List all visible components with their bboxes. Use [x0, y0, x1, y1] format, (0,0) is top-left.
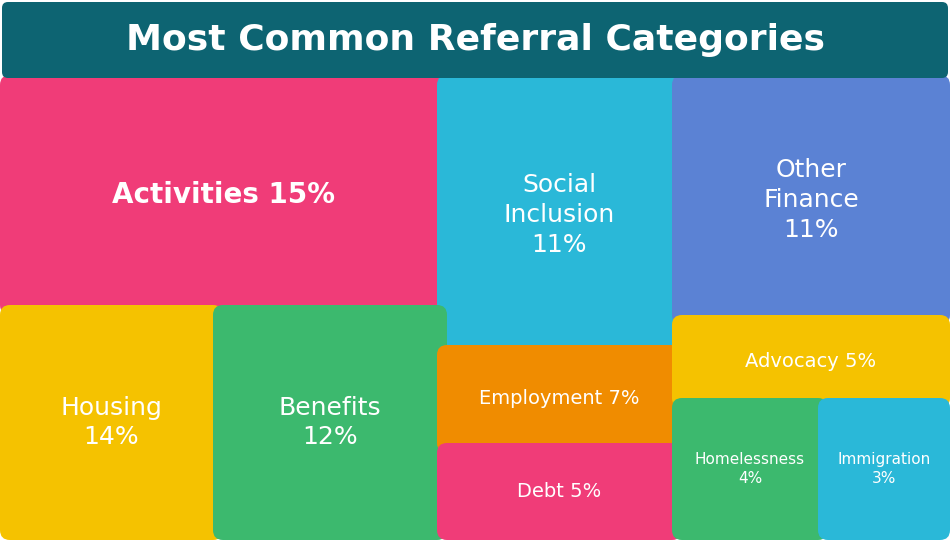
- FancyBboxPatch shape: [672, 75, 950, 325]
- FancyBboxPatch shape: [0, 75, 447, 315]
- FancyBboxPatch shape: [437, 345, 682, 453]
- Text: Housing
14%: Housing 14%: [61, 396, 162, 449]
- FancyBboxPatch shape: [672, 398, 828, 540]
- Text: Benefits
12%: Benefits 12%: [278, 396, 381, 449]
- Text: Other
Finance
11%: Other Finance 11%: [763, 158, 859, 242]
- Text: Most Common Referral Categories: Most Common Referral Categories: [125, 23, 825, 57]
- FancyBboxPatch shape: [437, 75, 682, 355]
- Text: Social
Inclusion
11%: Social Inclusion 11%: [504, 173, 616, 256]
- Text: Activities 15%: Activities 15%: [112, 181, 335, 209]
- FancyBboxPatch shape: [2, 2, 948, 78]
- FancyBboxPatch shape: [213, 305, 447, 540]
- Text: Homelessness
4%: Homelessness 4%: [695, 452, 805, 486]
- FancyBboxPatch shape: [818, 398, 950, 540]
- FancyBboxPatch shape: [437, 443, 682, 540]
- FancyBboxPatch shape: [0, 305, 223, 540]
- Text: Employment 7%: Employment 7%: [479, 389, 639, 408]
- FancyBboxPatch shape: [672, 315, 950, 408]
- Text: Debt 5%: Debt 5%: [518, 482, 601, 501]
- Text: Advocacy 5%: Advocacy 5%: [746, 352, 877, 371]
- Text: Immigration
3%: Immigration 3%: [837, 452, 931, 486]
